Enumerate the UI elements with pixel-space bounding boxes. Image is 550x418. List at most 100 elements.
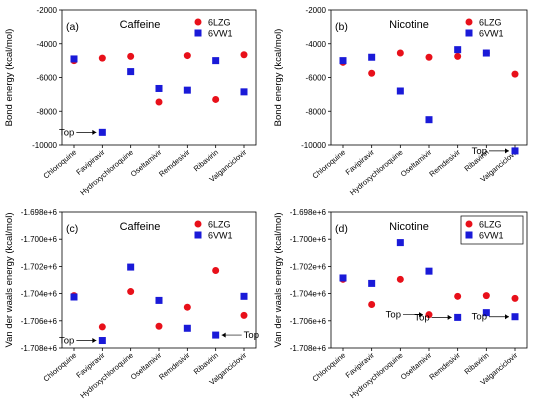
data-point-6VW1-0 [339,274,347,282]
data-point-6LZG-5 [482,292,490,300]
top-annotation: Top [414,312,452,323]
top-annotation: Top [386,310,423,321]
y-tick-label: -1.704e+6 [21,290,58,299]
legend-label: 6LZG [479,220,502,230]
data-point-6LZG-2 [396,49,404,57]
y-axis-title: Bond energy (kcal/mol) [273,29,284,127]
data-point-6LZG-1 [98,323,106,331]
data-point-6VW1-2 [127,263,135,271]
x-tick-label: Chloroquine [42,148,79,181]
y-tick-label: -6000 [306,74,327,83]
data-point-6LZG-2 [127,52,135,60]
y-tick-label: -1.698e+6 [290,208,327,217]
legend-marker-square [465,29,473,37]
annotation-arrowhead [447,314,452,320]
data-point-6LZG-4 [454,52,462,60]
annotation-arrowhead [505,148,509,154]
panel-title: Caffeine [120,221,161,233]
legend-label: 6LZG [208,220,231,230]
data-point-6VW1-3 [425,116,433,124]
y-tick-label: -1.704e+6 [290,290,327,299]
y-tick-label: -1.700e+6 [21,235,58,244]
legend-label: 6LZG [479,18,502,28]
chart-panel-3: -1.698e+6 -1.700e+6 -1.702e+6 -1.704e+6 -1.7… [4,208,259,400]
data-point-6VW1-1 [98,128,106,136]
panel-label: (a) [66,21,79,33]
annotation-arrowhead [92,129,97,135]
annotation-label: Top [414,312,429,323]
data-point-6LZG-4 [454,292,462,300]
top-annotation: Top [59,127,97,138]
data-point-6VW1-4 [183,324,191,332]
legend-marker-square [465,231,473,239]
y-tick-label: -1.702e+6 [21,262,58,271]
data-point-6VW1-0 [70,293,78,301]
data-point-6VW1-3 [155,84,163,92]
y-tick-label: -1.706e+6 [21,317,58,326]
data-point-6VW1-6 [511,313,519,321]
y-tick-label: -2000 [37,6,58,15]
panel-label: (c) [66,223,78,235]
legend-label: 6VW1 [208,29,233,39]
data-point-6LZG-6 [240,51,248,59]
data-point-6VW1-4 [454,46,462,54]
legend-label: 6LZG [208,18,231,28]
x-tick-label: Chloroquine [311,148,348,181]
y-tick-label: -4000 [37,40,58,49]
y-tick-label: -2000 [306,6,327,15]
chart-panel-2: -2000-4000-6000-8000-10000ChloroquineFav… [273,6,528,197]
legend-marker-square [194,29,202,37]
panel-label: (d) [335,223,348,235]
data-point-6LZG-2 [127,288,135,296]
x-tick-label: Remdesivir [157,350,192,381]
annotation-label: Top [472,312,487,323]
data-point-6VW1-2 [127,68,135,76]
data-point-6VW1-5 [482,309,490,317]
y-tick-label: -10000 [32,141,57,150]
panel-title: Nicotine [389,221,429,233]
annotation-label: Top [244,330,259,341]
data-point-6LZG-1 [368,69,376,77]
y-tick-label: -1.700e+6 [290,235,327,244]
data-point-6LZG-1 [98,54,106,62]
annotation-arrowhead [92,338,97,344]
x-tick-label: Hydroxychloroquine [78,148,135,198]
data-point-6VW1-0 [339,57,347,65]
data-point-6LZG-2 [396,275,404,283]
annotation-arrowhead [221,332,226,338]
x-tick-label: Chloroquine [311,351,348,384]
legend-box [460,215,524,245]
x-tick-label: Remdesivir [427,147,462,178]
legend-label: 6VW1 [479,29,504,39]
data-point-6LZG-6 [511,294,519,302]
annotation-arrowhead [505,314,509,320]
data-point-6VW1-6 [240,88,248,96]
data-point-6VW1-6 [240,292,248,300]
annotation-arrowhead [419,312,423,318]
annotation-label: Top [59,336,74,347]
data-point-6VW1-3 [155,296,163,304]
panel-label: (b) [335,21,348,33]
top-annotation: Top [472,146,509,157]
y-tick-label: -1.702e+6 [290,262,327,271]
legend-marker-circle [194,220,202,228]
data-point-6LZG-5 [212,95,220,103]
data-point-6LZG-3 [425,311,433,319]
legend-marker-circle [194,18,202,26]
data-point-6LZG-5 [212,266,220,274]
top-annotation: Top [221,330,259,341]
y-tick-label: -1.708e+6 [21,344,58,353]
data-point-6LZG-4 [183,303,191,311]
data-point-6VW1-4 [183,86,191,94]
y-tick-label: -10000 [301,141,326,150]
y-axis-title: Van der waals energy (kcal/mol) [273,213,284,348]
data-point-6LZG-4 [183,52,191,60]
annotation-label: Top [59,127,74,138]
panel-title: Caffeine [120,19,161,31]
data-point-6LZG-6 [240,311,248,319]
data-point-6LZG-1 [368,300,376,308]
